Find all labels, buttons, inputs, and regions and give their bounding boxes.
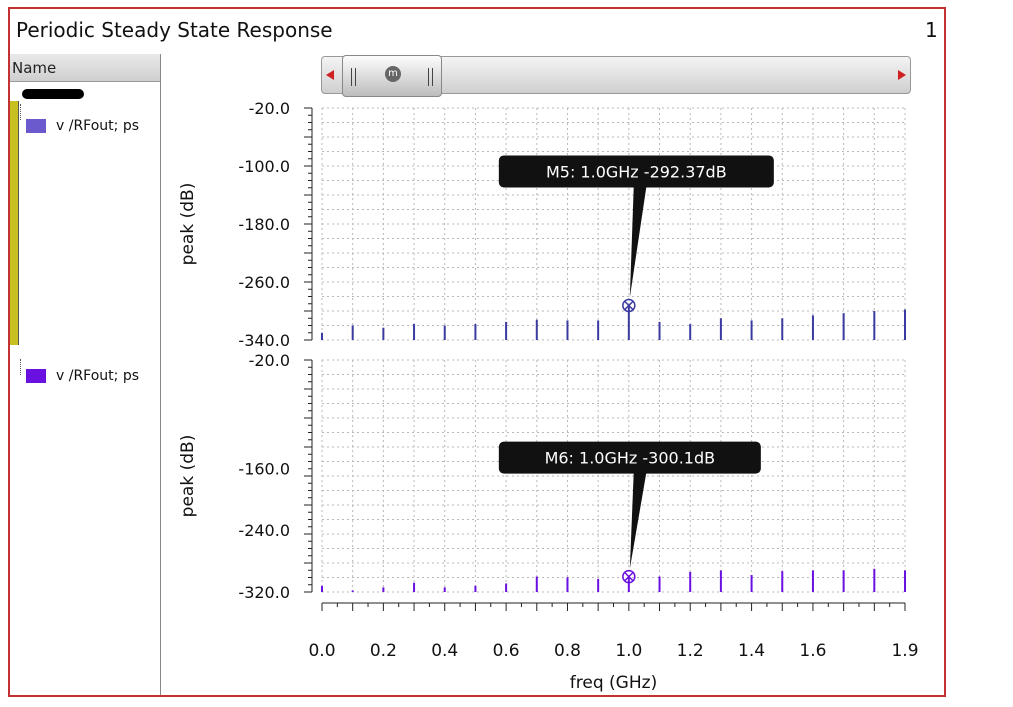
scroll-right-arrow-icon[interactable] [898, 70, 906, 80]
x-tick-label: 0.0 [308, 641, 335, 661]
marker-cross [624, 300, 634, 310]
selection-bar [10, 101, 19, 345]
x-tick-label: 0.8 [554, 641, 581, 661]
grip-icon [428, 68, 433, 86]
y-axis-label: peak (dB) [178, 435, 198, 518]
marker-pointer [629, 183, 647, 298]
tree-connector [20, 359, 21, 375]
trace-item-2[interactable]: v /RFout; ps [26, 368, 139, 384]
window-title: Periodic Steady State Response [16, 18, 333, 42]
y-tick-label: -160.0 [238, 459, 290, 478]
trace-label-2: v /RFout; ps [56, 368, 140, 384]
x-tick-label: 0.2 [370, 641, 397, 661]
y-tick-label: -320.0 [238, 583, 290, 602]
marker-label-box [498, 155, 774, 188]
y-axis-label: peak (dB) [178, 183, 198, 266]
marker-label: M6: 1.0GHz -300.1dB [545, 449, 716, 468]
x-tick-label: 1.2 [677, 641, 704, 661]
marker-icon: m [385, 66, 401, 82]
y-tick-label: -260.0 [238, 273, 290, 292]
y-tick-label: -20.0 [249, 351, 290, 370]
marker-cross [624, 572, 634, 582]
y-tick-label: -20.0 [249, 99, 290, 118]
x-tick-label: 1.4 [738, 641, 765, 661]
marker-label-box [498, 441, 761, 474]
marker-point-icon [622, 569, 636, 584]
x-axis-label: freq (GHz) [570, 673, 657, 693]
trace-color-swatch-1 [26, 119, 46, 133]
x-tick-label: 1.9 [891, 641, 918, 661]
y-tick-label: -100.0 [238, 157, 290, 176]
redacted-label [22, 89, 84, 99]
scrollbar-thumb[interactable]: m [342, 55, 442, 97]
plot-top[interactable]: -20.0 -100.0 -180.0 -260.0 -340.0 peak (dB) M5… [178, 99, 906, 350]
marker-label: M5: 1.0GHz -292.37dB [546, 162, 727, 181]
trace-label-1: v /RFout; ps [56, 118, 140, 134]
x-tick-label: 1.6 [799, 641, 826, 661]
y-tick-label: -340.0 [238, 331, 290, 350]
grip-icon [351, 68, 356, 86]
marker-pointer [629, 469, 647, 569]
trace-item-1[interactable]: v /RFout; ps [26, 118, 139, 134]
x-tick-label: 1.0 [615, 641, 642, 661]
page-number: 1 [925, 18, 938, 42]
trace-list-panel: Name v /RFout; ps v /RFout; ps [10, 54, 161, 695]
plot-bottom[interactable]: -20.0 -160.0 -240.0 -320.0 peak (dB) M6: 1.0G… [178, 351, 919, 693]
trace-color-swatch-2 [26, 369, 46, 383]
y-tick-label: -240.0 [238, 521, 290, 540]
x-tick-label: 0.4 [431, 641, 458, 661]
x-tick-label: 0.6 [493, 641, 520, 661]
y-tick-label: -180.0 [238, 215, 290, 234]
name-column-header[interactable]: Name [10, 54, 160, 82]
tree-connector [20, 104, 21, 120]
x-scrollbar[interactable]: m [321, 55, 911, 97]
marker-point-icon [622, 298, 636, 313]
scroll-left-arrow-icon[interactable] [326, 70, 334, 80]
